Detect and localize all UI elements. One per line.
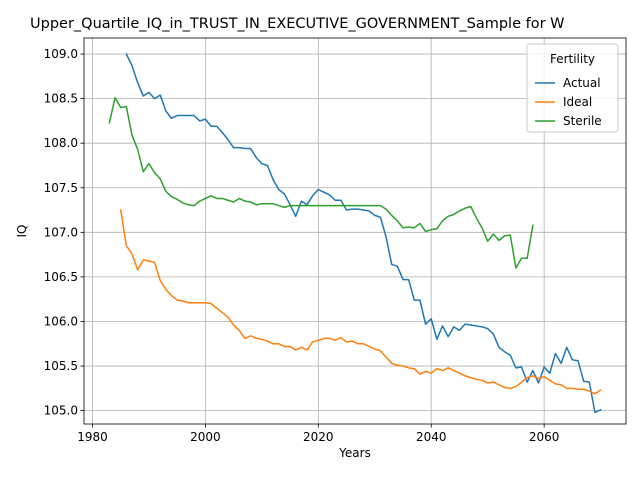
x-tick-label: 2040 — [416, 430, 447, 444]
y-tick-label: 108.5 — [44, 92, 78, 106]
x-axis-label: Years — [338, 446, 371, 460]
axis-ticks: 1980 2000 2020 2040 2060 105.0 105.5 106.0 106.5… — [44, 47, 560, 444]
y-tick-label: 106.5 — [44, 270, 78, 284]
y-tick-label: 107.5 — [44, 181, 78, 195]
series-line-actual — [125, 53, 602, 414]
series-line-ideal — [119, 209, 602, 395]
x-tick-label: 1980 — [77, 430, 108, 444]
legend-label-ideal: Ideal — [563, 95, 592, 109]
y-tick-label: 107.0 — [44, 225, 78, 239]
y-tick-label: 109.0 — [44, 47, 78, 61]
y-tick-label: 105.0 — [44, 404, 78, 418]
y-tick-label: 106.0 — [44, 314, 78, 328]
x-tick-label: 2060 — [529, 430, 560, 444]
x-tick-label: 2000 — [190, 430, 221, 444]
legend-label-sterile: Sterile — [563, 114, 602, 128]
y-tick-label: 105.5 — [44, 359, 78, 373]
legend-title: Fertility — [550, 52, 595, 66]
grid — [84, 38, 626, 424]
legend-label-actual: Actual — [563, 76, 601, 90]
chart-title: Upper_Quartile_IQ_in_TRUST_IN_EXECUTIVE_… — [30, 16, 565, 32]
plot-frame — [83, 37, 627, 425]
legend-box — [526, 43, 619, 133]
legend: Fertility Actual Ideal Sterile — [526, 43, 619, 133]
y-axis-label: IQ — [15, 225, 29, 238]
series-line-sterile — [108, 96, 534, 269]
y-tick-label: 108.0 — [44, 136, 78, 150]
series-lines — [108, 53, 602, 414]
x-tick-label: 2020 — [303, 430, 334, 444]
